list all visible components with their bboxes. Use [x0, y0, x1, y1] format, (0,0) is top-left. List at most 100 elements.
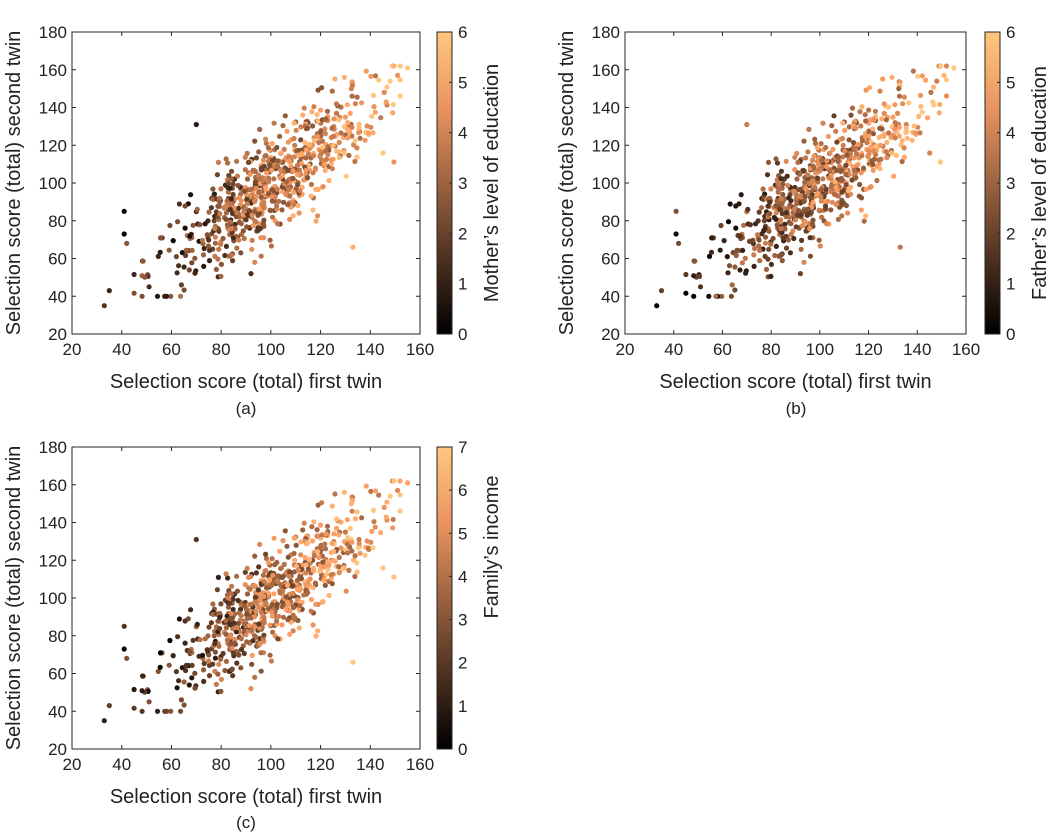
data-point: [320, 184, 326, 190]
data-point: [271, 176, 277, 182]
data-point: [329, 125, 335, 131]
data-point: [267, 162, 273, 168]
data-point: [217, 195, 223, 201]
data-point: [244, 639, 250, 645]
data-point: [320, 559, 326, 565]
data-point: [757, 258, 763, 264]
data-point: [381, 89, 387, 95]
colorbar-tick-label: 3: [458, 174, 467, 193]
data-point: [233, 629, 239, 635]
data-point: [363, 68, 369, 74]
data-point: [328, 161, 334, 167]
data-point: [777, 185, 783, 191]
data-point: [258, 668, 264, 674]
data-point: [330, 557, 336, 564]
data-point: [253, 219, 259, 225]
data-point: [798, 212, 804, 218]
data-point: [186, 267, 192, 273]
data-point: [269, 194, 275, 200]
data-point: [284, 167, 291, 173]
data-point: [303, 582, 309, 589]
data-point: [732, 264, 738, 270]
data-point: [225, 160, 231, 166]
data-point: [347, 110, 353, 116]
data-point: [189, 260, 195, 266]
data-point: [227, 622, 233, 628]
data-point: [228, 176, 234, 182]
data-point: [745, 206, 751, 212]
data-point: [146, 699, 152, 705]
data-point: [349, 548, 355, 554]
x-tick-label: 20: [63, 755, 82, 774]
colorbar-tick-label: 3: [1006, 174, 1015, 193]
data-point: [788, 198, 794, 204]
data-point: [859, 104, 865, 110]
y-tick-label: 40: [48, 287, 67, 306]
data-point: [311, 137, 317, 144]
data-point: [293, 148, 300, 154]
data-point: [228, 591, 234, 597]
data-point: [742, 255, 748, 261]
data-point: [275, 158, 281, 164]
data-point: [751, 263, 757, 269]
x-axis-label: Selection score (total) first twin: [110, 786, 382, 808]
data-point: [397, 93, 403, 99]
data-point: [405, 480, 411, 486]
data-point: [759, 205, 765, 211]
data-point: [871, 156, 878, 162]
data-point: [785, 182, 791, 189]
data-point: [840, 142, 846, 148]
data-point: [291, 569, 298, 575]
data-point: [780, 181, 786, 187]
data-point: [139, 293, 145, 299]
data-point: [820, 176, 826, 182]
data-point: [780, 235, 786, 241]
data-point: [826, 175, 832, 181]
data-point: [839, 189, 845, 195]
data-point: [253, 634, 259, 640]
data-point: [235, 182, 241, 189]
data-point: [242, 167, 248, 173]
data-point: [691, 293, 697, 299]
data-point: [252, 594, 258, 600]
data-point: [302, 140, 308, 146]
data-point: [261, 614, 267, 621]
x-tick-label: 40: [664, 340, 683, 359]
data-point: [192, 670, 198, 676]
data-point: [270, 157, 276, 163]
y-tick-label: 80: [48, 212, 67, 231]
y-tick-label: 160: [39, 476, 67, 495]
data-point: [775, 189, 781, 195]
data-point: [263, 136, 269, 142]
data-point: [903, 121, 909, 128]
data-point: [772, 252, 778, 259]
data-point: [206, 624, 212, 630]
data-point: [305, 151, 311, 157]
data-point: [785, 205, 791, 212]
data-point: [223, 618, 229, 624]
data-point: [793, 224, 799, 230]
data-point: [208, 205, 214, 211]
colorbar-tick-label: 2: [1006, 224, 1015, 243]
data-point: [791, 188, 797, 194]
data-point: [208, 620, 214, 626]
data-point: [274, 186, 280, 192]
data-point: [206, 662, 213, 669]
data-point: [757, 247, 763, 253]
colorbar-tick-label: 7: [458, 438, 467, 457]
data-point: [341, 565, 347, 571]
data-point: [370, 130, 376, 136]
x-tick-label: 100: [257, 755, 285, 774]
data-point: [717, 247, 723, 253]
data-point: [193, 121, 199, 128]
data-point: [206, 209, 212, 215]
data-point: [294, 171, 301, 178]
data-point: [292, 142, 298, 148]
data-point: [830, 146, 836, 152]
data-point: [293, 542, 299, 548]
data-point: [863, 87, 869, 93]
data-point: [371, 104, 377, 110]
data-point: [350, 244, 356, 250]
data-point: [256, 206, 262, 212]
data-point: [285, 602, 292, 608]
